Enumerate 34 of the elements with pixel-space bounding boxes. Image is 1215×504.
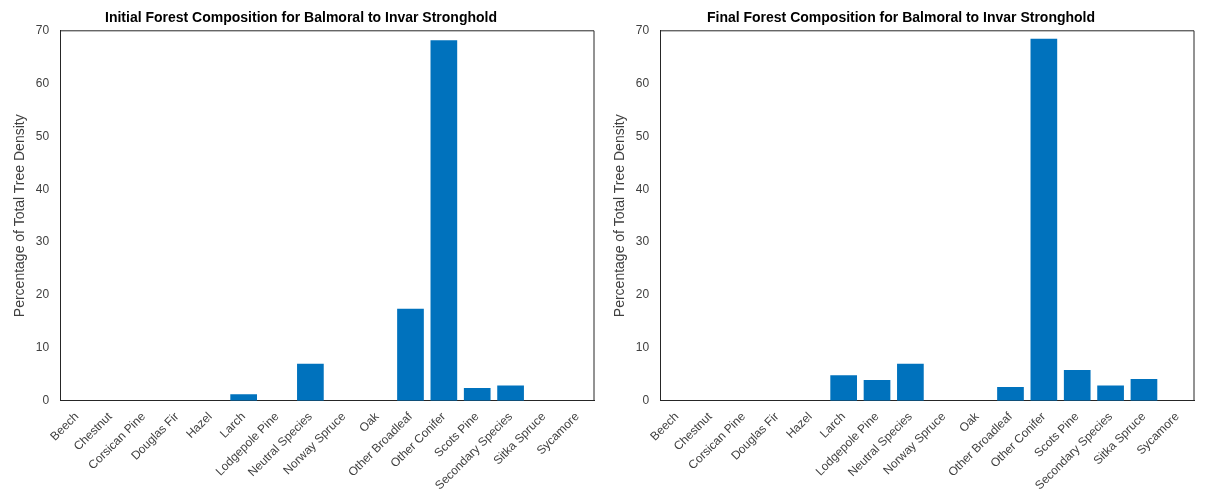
y-tick-label: 50	[35, 128, 50, 143]
chart-title: Initial Forest Composition for Balmoral to Invar Stronghold	[104, 9, 498, 26]
y-tick-label: 70	[635, 23, 650, 38]
y-tick-label: 0	[642, 393, 650, 408]
bar	[1063, 370, 1091, 401]
bar	[297, 363, 324, 401]
bar	[1097, 385, 1124, 401]
y-axis-title: Percentage of Total Tree Density	[611, 114, 628, 318]
y-tick-label: 60	[35, 75, 50, 90]
bar	[430, 40, 458, 401]
y-tick-label: 30	[35, 234, 50, 249]
y-tick-label: 20	[35, 287, 50, 302]
y-tick-label: 20	[635, 287, 650, 302]
y-tick-label: 40	[35, 181, 50, 196]
y-axis-title: Percentage of Total Tree Density	[11, 114, 28, 318]
y-tick-label: 30	[635, 234, 650, 249]
bar	[463, 388, 491, 401]
bar	[497, 385, 524, 401]
y-tick-label: 10	[635, 340, 650, 355]
bar	[863, 380, 891, 401]
y-tick-label: 70	[35, 23, 50, 38]
y-tick-label: 10	[35, 340, 50, 355]
y-tick-label: 40	[635, 181, 650, 196]
y-tick-label: 60	[635, 75, 650, 90]
bar	[230, 394, 258, 401]
y-tick-label: 0	[42, 393, 50, 408]
bar	[1130, 379, 1158, 401]
bar	[397, 308, 424, 401]
y-tick-label: 50	[635, 128, 650, 143]
bar	[1030, 38, 1058, 401]
bar	[897, 363, 924, 401]
chart-title: Final Forest Composition for Balmoral to Invar Stronghold	[706, 9, 1096, 26]
bar	[997, 386, 1024, 401]
bar	[830, 375, 858, 401]
